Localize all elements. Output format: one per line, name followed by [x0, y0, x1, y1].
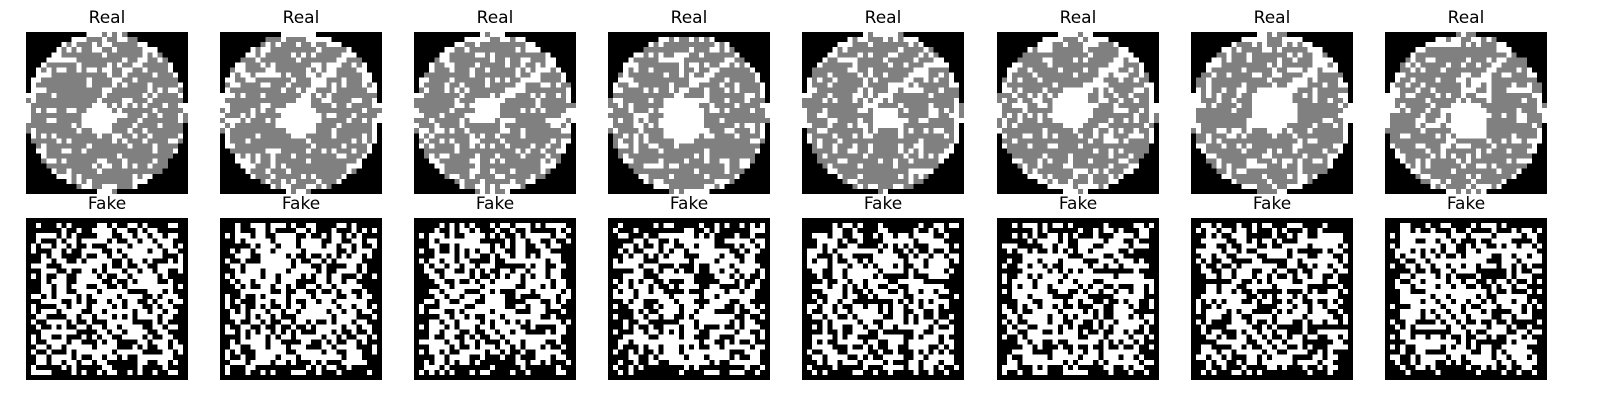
panel-title: Fake: [1058, 194, 1098, 214]
panel-title: Real: [1447, 8, 1485, 28]
real-wafer-image: [414, 32, 576, 194]
fake-generated-image: [802, 218, 964, 380]
fake-generated-image: [997, 218, 1159, 380]
panel-title: Fake: [281, 194, 321, 214]
fake-generated-image: [414, 218, 576, 380]
panel-title: Real: [1253, 8, 1291, 28]
fake-generated-image: [608, 218, 770, 380]
real-wafer-image: [26, 32, 188, 194]
panel-title: Real: [1059, 8, 1097, 28]
panel-title: Fake: [669, 194, 709, 214]
real-wafer-image: [802, 32, 964, 194]
fake-generated-image: [1385, 218, 1547, 380]
panel-title: Real: [88, 8, 126, 28]
real-wafer-image: [220, 32, 382, 194]
panel-title: Real: [476, 8, 514, 28]
fake-generated-image: [26, 218, 188, 380]
fake-generated-image: [1191, 218, 1353, 380]
panel-title: Fake: [1252, 194, 1292, 214]
panel-title: Real: [864, 8, 902, 28]
panel-title: Fake: [1446, 194, 1486, 214]
fake-generated-image: [220, 218, 382, 380]
real-wafer-image: [1191, 32, 1353, 194]
panel-title: Real: [282, 8, 320, 28]
real-wafer-image: [997, 32, 1159, 194]
panel-title: Fake: [475, 194, 515, 214]
real-wafer-image: [608, 32, 770, 194]
panel-title: Fake: [87, 194, 127, 214]
real-wafer-image: [1385, 32, 1547, 194]
panel-title: Real: [670, 8, 708, 28]
panel-title: Fake: [863, 194, 903, 214]
